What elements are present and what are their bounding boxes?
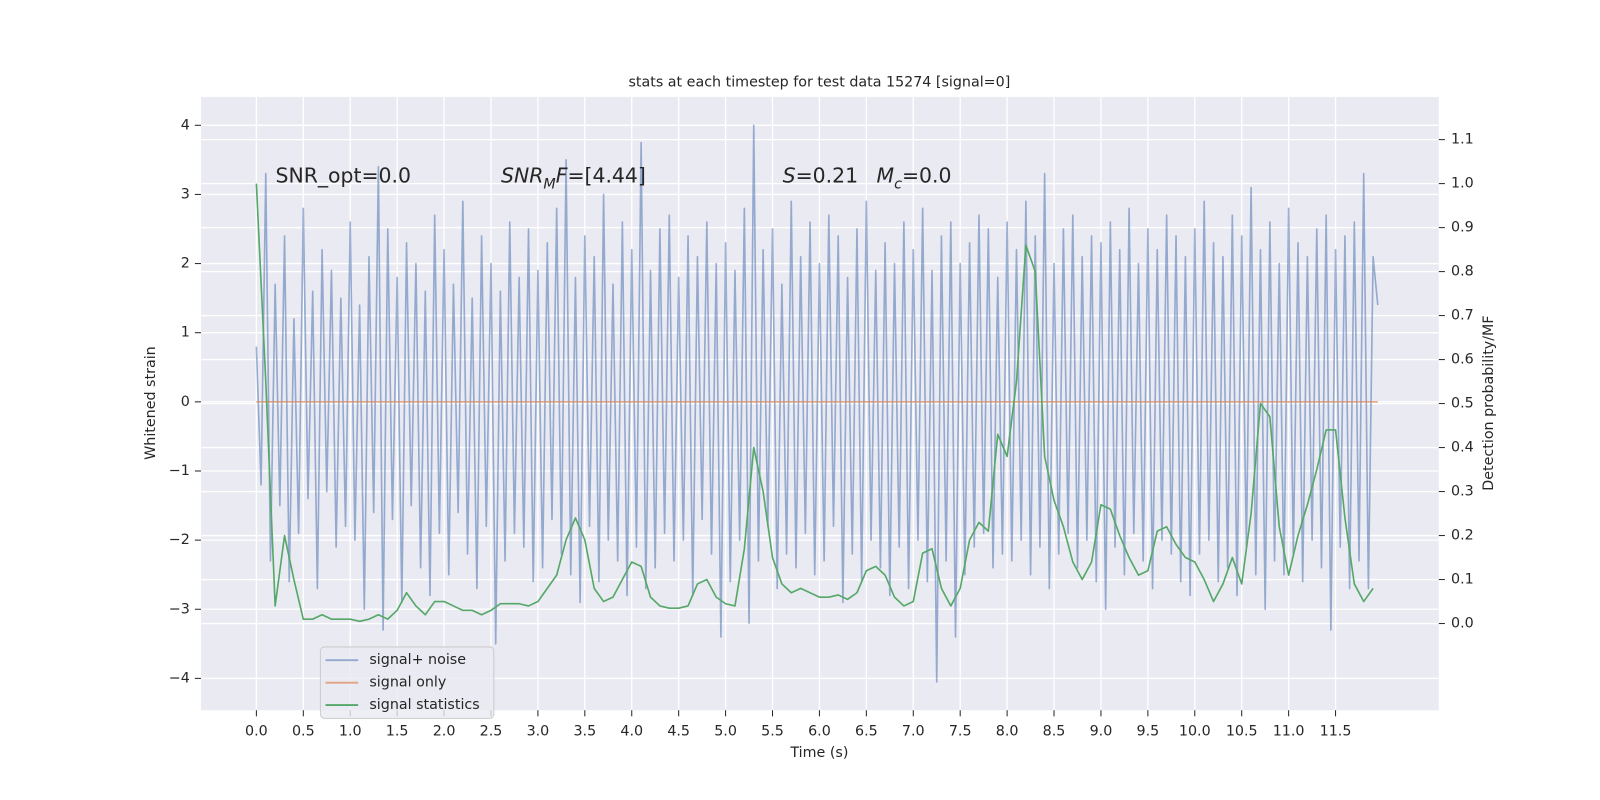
- legend-label: signal statistics: [369, 697, 479, 713]
- y-tick-label: −4: [169, 670, 190, 686]
- annotation-part: =0.21: [796, 164, 859, 188]
- annotation-part: =[4.44]: [567, 164, 645, 188]
- series-layer: [255, 124, 1379, 683]
- x-tick-label: 10.0: [1179, 724, 1211, 740]
- annotation-part: c: [894, 177, 902, 193]
- y2-tick-label: 0.1: [1451, 572, 1474, 588]
- y2-tick-label: 0.8: [1451, 264, 1474, 280]
- series-line: [255, 183, 1374, 623]
- x-tick-label: 11.0: [1273, 724, 1305, 740]
- y2-axis-label: Detection probability/MF: [1481, 315, 1497, 490]
- ticks: 0.0 0.5 1.0 1.5 2.0 2.5 3.0 3.5 4.0 4.5 5.0 5.5 6.0 6…: [169, 117, 1474, 739]
- annotation-part: SNR: [501, 164, 543, 188]
- x-tick-label: 2.5: [480, 724, 503, 740]
- x-tick-label: 8.5: [1043, 724, 1066, 740]
- x-tick-label: 5.5: [761, 724, 784, 740]
- annotation: Mc=0.0: [877, 164, 952, 193]
- y-tick-label: 0: [181, 394, 190, 410]
- x-tick-label: 0.0: [245, 724, 268, 740]
- x-tick-label: 2.0: [433, 724, 456, 740]
- annotation-part: M: [543, 177, 555, 193]
- annotations: SNR_opt=0.0 SNRMF=[4.44] S=0.21 Mc=0.0: [276, 164, 952, 193]
- annotation-part: =0.0: [902, 164, 952, 188]
- y2-tick-label: 0.5: [1451, 396, 1474, 412]
- x-tick-label: 1.5: [386, 724, 409, 740]
- y-tick-label: −1: [169, 463, 190, 479]
- x-tick-label: 9.0: [1090, 724, 1113, 740]
- y2-tick-label: 0.9: [1451, 220, 1474, 236]
- x-tick-label: 7.5: [949, 724, 972, 740]
- x-tick-label: 4.5: [667, 724, 690, 740]
- x-tick-label: 1.0: [339, 724, 362, 740]
- y-tick-label: −3: [169, 601, 190, 617]
- legend: signal+ noise signal only signal statistic…: [319, 646, 495, 719]
- y2-tick-label: 0.7: [1451, 308, 1474, 324]
- annotation-part: S: [783, 164, 796, 188]
- y-axis-label: Whitened strain: [143, 346, 159, 460]
- x-tick-label: 3.5: [573, 724, 596, 740]
- legend-label: signal+ noise: [369, 652, 466, 668]
- annotation-part: SNR_opt=0.0: [276, 164, 412, 189]
- y2-tick-label: 0.0: [1451, 616, 1474, 632]
- series-line: [255, 124, 1379, 683]
- y2-tick-label: 0.2: [1451, 528, 1474, 544]
- annotation: SNRMF=[4.44]: [501, 164, 646, 193]
- x-tick-label: 7.0: [902, 724, 925, 740]
- x-tick-label: 9.5: [1137, 724, 1160, 740]
- x-axis-label: Time (s): [789, 745, 848, 761]
- x-tick-label: 5.0: [714, 724, 737, 740]
- x-tick-label: 3.0: [527, 724, 550, 740]
- y2-tick-label: 1.1: [1451, 132, 1474, 148]
- x-tick-label: 6.5: [855, 724, 878, 740]
- y-tick-label: 3: [181, 186, 190, 202]
- y-tick-label: 4: [181, 117, 190, 133]
- x-tick-label: 0.5: [292, 724, 315, 740]
- x-tick-label: 11.5: [1320, 724, 1352, 740]
- chart-title: stats at each timestep for test data 152…: [628, 75, 1010, 91]
- y2-tick-label: 1.0: [1451, 176, 1474, 192]
- x-tick-label: 8.0: [996, 724, 1019, 740]
- y2-tick-label: 0.6: [1451, 352, 1474, 368]
- annotation-part: F: [556, 164, 568, 188]
- x-tick-label: 4.0: [620, 724, 643, 740]
- y2-tick-label: 0.3: [1451, 484, 1474, 500]
- annotation: SNR_opt=0.0: [276, 164, 412, 189]
- legend-box: [319, 646, 495, 719]
- annotation-part: M: [877, 164, 895, 188]
- y-tick-label: −2: [169, 532, 190, 548]
- legend-label: signal only: [369, 675, 446, 691]
- x-tick-label: 6.0: [808, 724, 831, 740]
- annotation: S=0.21: [783, 164, 858, 188]
- y2-tick-label: 0.4: [1451, 440, 1474, 456]
- y-tick-label: 1: [181, 325, 190, 341]
- x-tick-label: 10.5: [1226, 724, 1258, 740]
- y-tick-label: 2: [181, 256, 190, 272]
